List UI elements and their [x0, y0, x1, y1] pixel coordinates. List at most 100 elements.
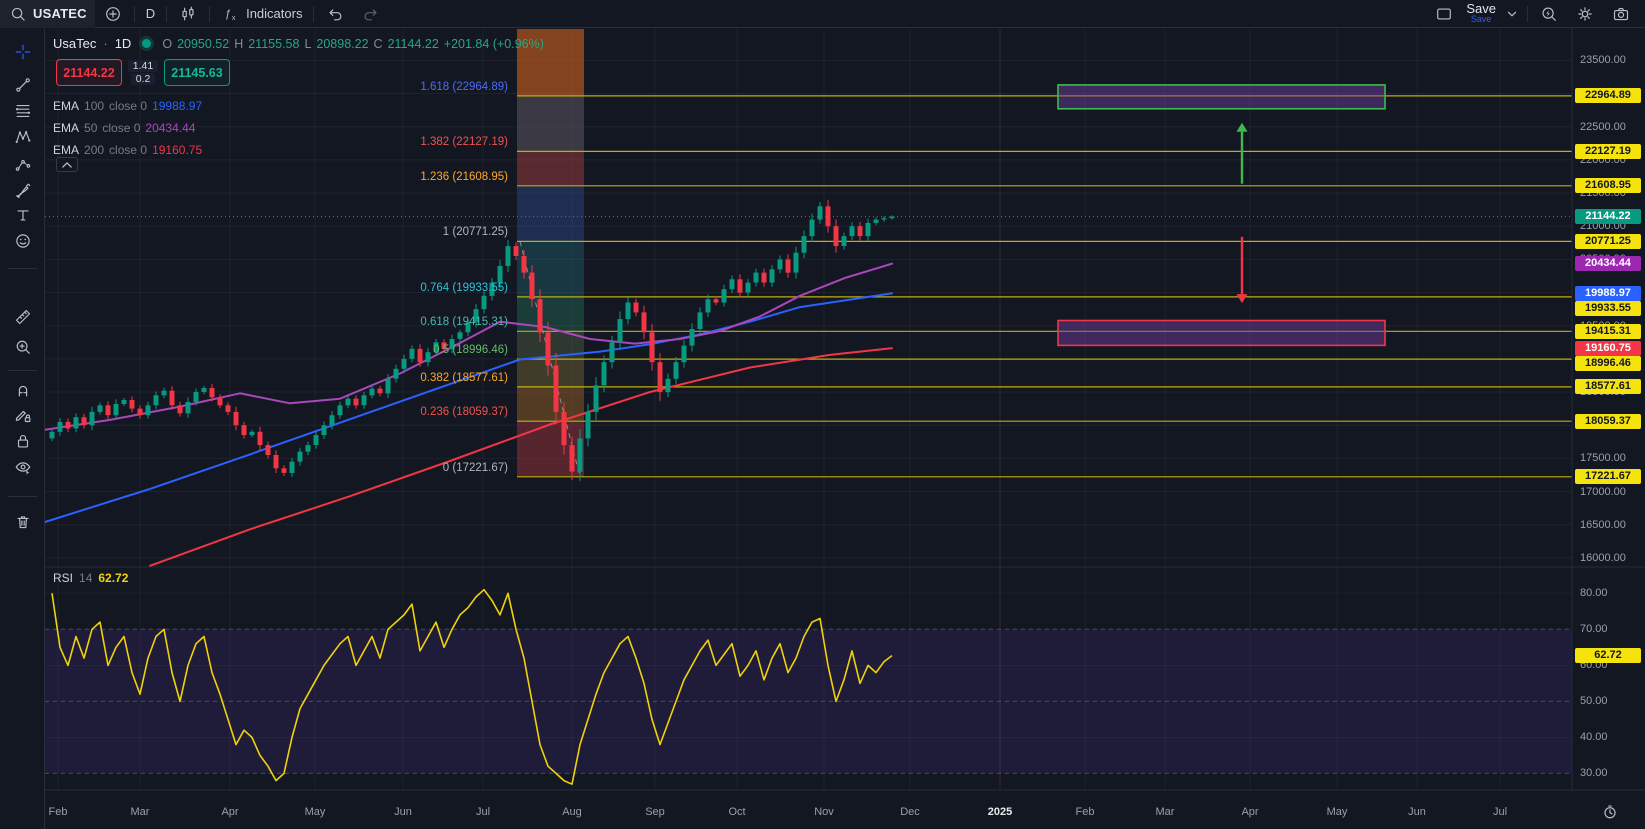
layout-icon — [1434, 4, 1454, 24]
toolbar-divider — [313, 5, 315, 22]
quick-search-button[interactable] — [1531, 0, 1567, 28]
indicator-length: 200 — [84, 143, 105, 157]
indicator-row-ema50[interactable]: EMA 50 close 0 20434.44 — [53, 117, 202, 139]
time-axis-label: May — [304, 806, 326, 818]
time-axis-label: Sep — [645, 806, 665, 818]
low-label: L — [304, 36, 312, 51]
price-axis-tick: 22500.00 — [1580, 120, 1626, 133]
toolbar-divider — [209, 5, 211, 22]
symbol-legend: UsaTec · 1D O 20950.52 H 21155.58 L 2089… — [53, 36, 544, 51]
rsi-legend[interactable]: RSI 14 62.72 — [53, 571, 128, 585]
clock-icon — [1600, 802, 1620, 822]
indicator-legend: EMA 100 close 0 19988.97 EMA 50 close 0 … — [53, 95, 202, 161]
indicator-params: close 0 — [102, 121, 141, 135]
hide-all-drawings[interactable] — [8, 454, 38, 480]
fib-level-label: 1.382 (22127.19) — [420, 136, 508, 149]
fib-retracement-tool[interactable] — [8, 98, 38, 124]
candles-icon — [178, 4, 198, 24]
chart-style-button[interactable] — [170, 0, 206, 28]
price-axis-label: 21144.22 — [1575, 209, 1641, 225]
save-label: Save — [1466, 1, 1496, 16]
svg-text:x: x — [232, 12, 236, 21]
brush-icon — [16, 183, 31, 199]
trend-line-tool[interactable] — [8, 72, 38, 98]
crosshair-tool[interactable] — [8, 39, 38, 65]
fib-retracement-icon — [15, 105, 31, 117]
layout-button[interactable] — [1426, 0, 1462, 28]
measure-tool[interactable] — [8, 304, 38, 330]
indicator-row-ema100[interactable]: EMA 100 close 0 19988.97 — [53, 95, 202, 117]
time-axis-label: Jul — [475, 806, 491, 818]
buy-button[interactable]: 21145.63 — [164, 59, 230, 86]
timezone-clock-button[interactable] — [1598, 801, 1622, 823]
time-axis-label: Nov — [814, 806, 834, 818]
trend-line-icon — [16, 78, 30, 92]
plus-circle-icon — [103, 4, 123, 24]
redo-button[interactable] — [353, 0, 389, 28]
settings-button[interactable] — [1567, 0, 1603, 28]
forecast-tool[interactable] — [8, 152, 38, 178]
interval-button[interactable]: D — [138, 0, 163, 28]
price-axis-label: 19415.31 — [1575, 323, 1641, 339]
toolbar-divider — [166, 5, 168, 22]
indicator-row-ema200[interactable]: EMA 200 close 0 19160.75 — [53, 139, 202, 161]
indicator-value: 19160.75 — [152, 143, 203, 157]
indicator-length: 50 — [84, 121, 98, 135]
indicator-params: close 0 — [109, 143, 148, 157]
price-axis-label: 19988.97 — [1575, 285, 1641, 301]
time-axis-label: Mar — [1155, 806, 1175, 818]
sell-button[interactable]: 21144.22 — [56, 59, 122, 86]
price-axis-tick: 17500.00 — [1580, 452, 1626, 465]
legend-timeframe[interactable]: 1D — [114, 36, 132, 51]
time-axis-label: Feb — [48, 806, 68, 818]
forecast-icon — [15, 160, 31, 171]
save-menu-button[interactable] — [1500, 0, 1524, 28]
toolbar-group-divider — [8, 496, 37, 497]
change-value: +201.84 (+0.96%) — [443, 36, 544, 51]
search-icon — [8, 4, 28, 24]
emoji-tool[interactable] — [8, 228, 38, 254]
close-label: C — [373, 36, 383, 51]
ruler-icon — [15, 309, 31, 325]
toolbar-group-divider — [8, 370, 37, 371]
brush-tool[interactable] — [8, 177, 38, 203]
snapshot-button[interactable] — [1603, 0, 1639, 28]
open-label: O — [162, 36, 173, 51]
price-axis-tick: 16500.00 — [1580, 518, 1626, 531]
indicator-length: 100 — [84, 99, 105, 113]
fib-level-label: 1.618 (22964.89) — [420, 80, 508, 93]
interval-label: D — [145, 6, 156, 21]
price-axis-label: 18996.46 — [1575, 356, 1641, 372]
spread-value: 1.41 — [127, 60, 159, 72]
compare-add-button[interactable] — [95, 0, 131, 28]
magnet-mode[interactable] — [8, 377, 38, 403]
high-value: 21155.58 — [248, 36, 300, 51]
price-axis-label: 19160.75 — [1575, 340, 1641, 356]
time-axis-label: Mar — [130, 806, 150, 818]
save-button[interactable]: Save Save — [1462, 1, 1500, 25]
text-tool[interactable] — [8, 202, 38, 228]
time-axis-label: Feb — [1075, 806, 1095, 818]
fib-level-label: 1 (20771.25) — [442, 226, 508, 239]
collapse-indicators-button[interactable] — [56, 157, 78, 172]
symbol-search-button[interactable]: USATEC — [0, 0, 95, 28]
drawing-lock[interactable] — [8, 402, 38, 428]
market-status-dot — [142, 39, 152, 48]
undo-button[interactable] — [317, 0, 353, 28]
pattern-tool[interactable] — [8, 124, 38, 150]
spread-secondary-value: 0.2 — [130, 73, 156, 85]
rsi-length: 14 — [79, 571, 93, 585]
zoom-in-tool[interactable] — [8, 334, 38, 360]
time-axis-label: Oct — [728, 806, 746, 818]
legend-symbol[interactable]: UsaTec — [53, 36, 97, 51]
remove-objects[interactable] — [8, 509, 38, 535]
rsi-axis-label: 62.72 — [1575, 648, 1641, 664]
lock-all-drawings[interactable] — [8, 428, 38, 454]
indicator-params: close 0 — [109, 99, 148, 113]
magnet-icon — [18, 385, 28, 397]
legend-separator: · — [103, 36, 108, 51]
